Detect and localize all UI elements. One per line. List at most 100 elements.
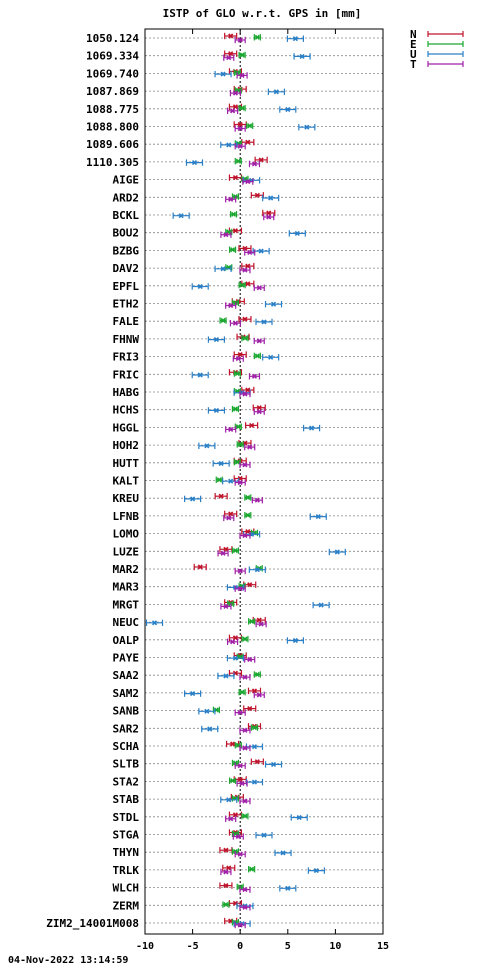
data-point-e bbox=[233, 370, 241, 377]
data-point-t bbox=[232, 833, 244, 840]
data-point-e bbox=[248, 618, 256, 625]
station-label: SCHA bbox=[113, 740, 140, 753]
x-tick-label: 5 bbox=[285, 941, 291, 952]
station-label: ZERM bbox=[113, 899, 140, 912]
data-point-e bbox=[238, 689, 246, 696]
data-point-t bbox=[234, 762, 246, 769]
station-label: SAA2 bbox=[113, 669, 140, 682]
data-point-t bbox=[225, 196, 237, 203]
data-point-n bbox=[252, 404, 266, 411]
data-point-e bbox=[219, 317, 227, 324]
data-point-e bbox=[238, 281, 246, 289]
station-label: 1089.606 bbox=[86, 138, 139, 151]
data-point-e bbox=[229, 211, 238, 218]
chart-title: ISTP of GLO w.r.t. GPS in [mm] bbox=[163, 7, 362, 20]
data-point-e bbox=[238, 104, 246, 112]
data-point-u bbox=[288, 230, 306, 237]
station-label: 1087.869 bbox=[86, 85, 139, 98]
data-point-e bbox=[241, 812, 249, 820]
x-tick-label: 10 bbox=[329, 941, 341, 952]
data-point-n bbox=[233, 351, 247, 358]
data-point-u bbox=[264, 761, 283, 768]
station-label: LFNB bbox=[113, 510, 140, 523]
data-point-u bbox=[191, 283, 209, 290]
data-point-t bbox=[226, 638, 239, 645]
data-point-e bbox=[234, 158, 242, 165]
x-tick-label: -10 bbox=[136, 941, 154, 952]
station-label: DAV2 bbox=[113, 262, 140, 275]
data-point-n bbox=[219, 847, 233, 854]
data-point-t bbox=[239, 532, 251, 539]
station-label: 1069.334 bbox=[86, 50, 139, 63]
data-point-t bbox=[244, 443, 256, 451]
station-label: KREU bbox=[113, 492, 140, 505]
data-point-u bbox=[184, 495, 202, 503]
data-point-e bbox=[215, 476, 223, 483]
station-label: 1069.740 bbox=[86, 67, 139, 80]
station-label: KALT bbox=[113, 475, 140, 488]
data-point-u bbox=[286, 35, 305, 42]
data-point-u bbox=[220, 141, 238, 149]
data-point-u bbox=[245, 743, 264, 750]
legend-label: U bbox=[410, 48, 417, 61]
legend-label: T bbox=[410, 58, 417, 71]
data-point-t bbox=[251, 497, 263, 504]
data-point-u bbox=[262, 194, 280, 202]
data-point-e bbox=[241, 335, 249, 342]
station-label: ARD2 bbox=[113, 191, 140, 204]
data-point-t bbox=[239, 266, 251, 274]
station-label: 1088.775 bbox=[86, 103, 139, 116]
station-label: MAR2 bbox=[113, 563, 140, 576]
data-point-u bbox=[262, 354, 280, 361]
data-point-t bbox=[239, 886, 251, 893]
data-points bbox=[145, 32, 346, 929]
data-point-t bbox=[239, 461, 251, 468]
data-point-e bbox=[238, 51, 246, 59]
data-point-t bbox=[239, 904, 251, 911]
station-label: MAR3 bbox=[113, 581, 140, 594]
station-label: 1110.305 bbox=[86, 156, 139, 169]
data-point-n bbox=[219, 882, 233, 889]
data-point-u bbox=[245, 778, 264, 786]
data-point-u bbox=[214, 70, 232, 78]
data-point-t bbox=[229, 320, 242, 327]
data-point-t bbox=[234, 709, 246, 716]
data-point-e bbox=[244, 494, 252, 501]
station-label: STDL bbox=[113, 811, 140, 824]
data-point-t bbox=[225, 426, 237, 433]
station-label: WLCH bbox=[113, 882, 140, 895]
data-point-u bbox=[286, 637, 305, 644]
data-point-t bbox=[225, 302, 237, 309]
station-label: HOH2 bbox=[113, 439, 140, 452]
station-label: LOMO bbox=[113, 528, 140, 541]
station-label: SANB bbox=[113, 705, 140, 718]
data-point-u bbox=[267, 88, 285, 95]
data-point-e bbox=[250, 724, 259, 731]
data-point-u bbox=[145, 619, 164, 626]
data-point-t bbox=[253, 691, 265, 699]
data-point-n bbox=[222, 864, 236, 872]
data-point-t bbox=[234, 125, 246, 132]
data-point-u bbox=[290, 814, 308, 821]
station-label: BOU2 bbox=[113, 227, 140, 240]
data-point-e bbox=[236, 441, 244, 448]
data-point-u bbox=[312, 601, 330, 609]
station-label: THYN bbox=[113, 846, 140, 859]
data-point-e bbox=[246, 122, 254, 129]
data-point-t bbox=[253, 408, 265, 415]
data-point-u bbox=[279, 885, 297, 892]
data-point-t bbox=[234, 585, 246, 592]
data-point-n bbox=[214, 493, 228, 500]
station-label: 1088.800 bbox=[86, 121, 139, 134]
station-label: EPFL bbox=[113, 280, 140, 293]
data-point-t bbox=[220, 603, 232, 610]
data-point-n bbox=[228, 174, 243, 181]
x-tick-label: 15 bbox=[377, 941, 389, 952]
footer-timestamp: 04-Nov-2022 13:14:59 bbox=[8, 955, 128, 966]
data-point-t bbox=[239, 727, 251, 734]
station-label: NEUC bbox=[113, 616, 140, 629]
data-point-e bbox=[231, 547, 240, 554]
station-label: LUZE bbox=[113, 545, 140, 558]
data-point-n bbox=[243, 705, 257, 712]
